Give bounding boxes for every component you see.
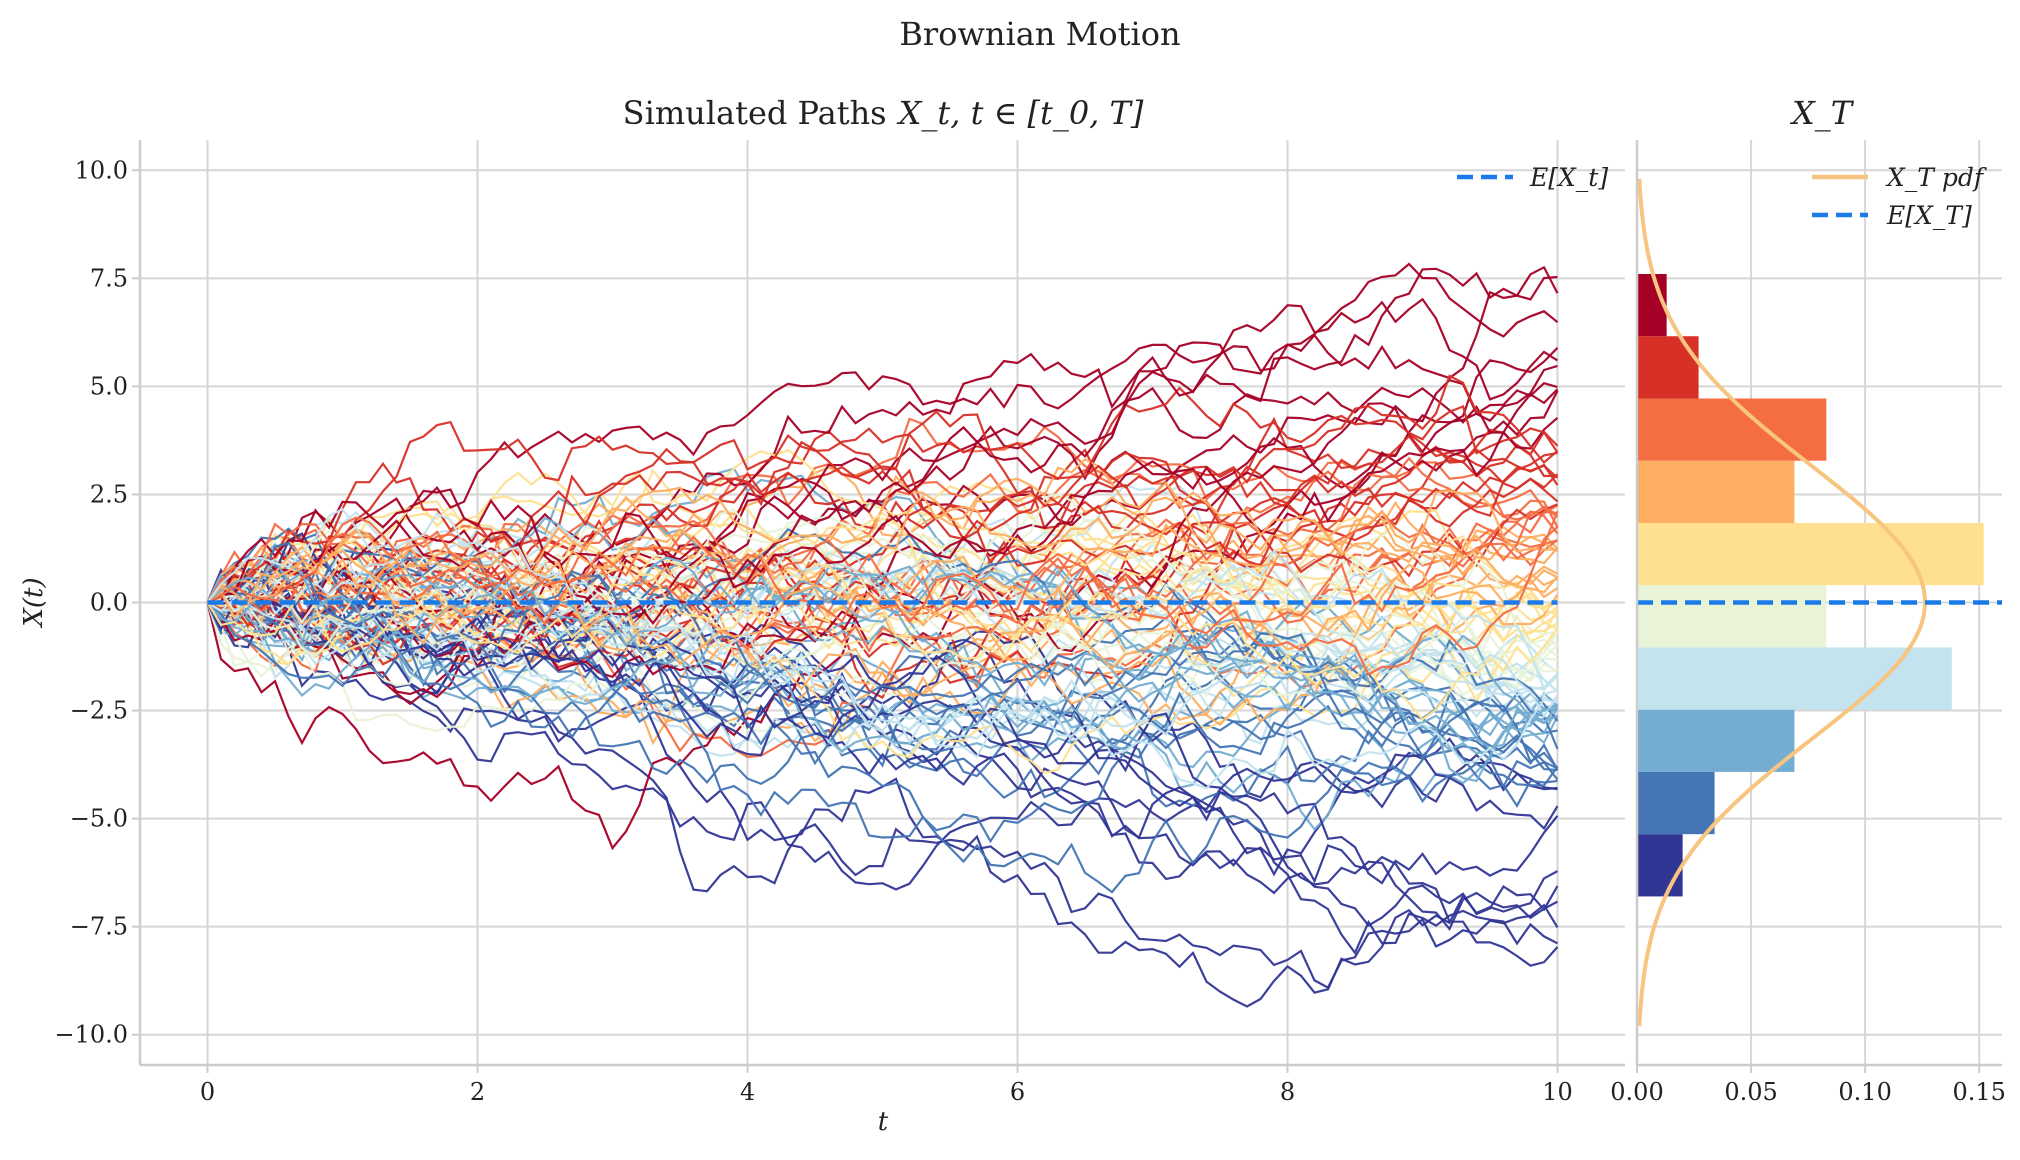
simulated-path xyxy=(206,381,1558,851)
terminal-legend-pdf-label: X_T pdf xyxy=(1885,163,1987,192)
histogram-bar xyxy=(1637,273,1667,337)
paths-y-tick-label: 0.0 xyxy=(90,589,128,617)
histogram-bar xyxy=(1637,585,1827,648)
paths-y-tick-label: −5.0 xyxy=(70,805,128,833)
simulated-path xyxy=(206,518,1559,666)
terminal-title: X_T xyxy=(1789,94,1855,132)
paths-series-group xyxy=(206,262,1559,1008)
simulated-path xyxy=(207,416,1559,673)
paths-x-tick-label: 2 xyxy=(470,1078,485,1106)
paths-y-tick-label: −7.5 xyxy=(70,913,128,941)
histogram-bar xyxy=(1637,834,1683,897)
paths-panel: Simulated Paths X_t, t ∈ [t_0, T] 0 2 4 6 8 10… xyxy=(19,94,1625,1137)
figure-title: Brownian Motion xyxy=(899,15,1180,53)
simulated-path xyxy=(206,486,1558,604)
simulated-path xyxy=(206,581,1558,753)
paths-x-tick-label: 0 xyxy=(200,1078,215,1106)
simulated-path xyxy=(206,265,1559,699)
histogram-bar xyxy=(1637,522,1984,586)
paths-x-tick-labels: 0 2 4 6 8 10 xyxy=(200,1078,1573,1106)
paths-spines xyxy=(138,140,1625,1067)
paths-x-axis-label: t xyxy=(878,1107,889,1137)
histogram-bar xyxy=(1637,771,1715,835)
histogram-bar xyxy=(1637,336,1699,399)
terminal-x-tick-label: 0.15 xyxy=(1952,1078,2005,1106)
simulated-path xyxy=(206,567,1559,955)
paths-legend: E[X_t] xyxy=(1457,163,1608,192)
simulated-path xyxy=(207,386,1559,628)
paths-x-tick-label: 10 xyxy=(1542,1078,1573,1106)
terminal-x-tick-label: 0.05 xyxy=(1724,1078,1777,1106)
paths-title-text: Simulated Paths xyxy=(623,94,887,132)
paths-y-axis-label: X(t) xyxy=(19,577,49,628)
paths-x-tick-label: 8 xyxy=(1280,1078,1295,1106)
simulated-path xyxy=(206,527,1558,844)
terminal-x-tick-label: 0.10 xyxy=(1838,1078,1891,1106)
simulated-path xyxy=(207,374,1559,604)
histogram-bar xyxy=(1637,647,1952,710)
simulated-path xyxy=(206,297,1559,604)
simulated-path xyxy=(207,468,1559,662)
paths-legend-label: E[X_t] xyxy=(1529,163,1608,192)
simulated-path xyxy=(207,267,1558,604)
simulated-path xyxy=(206,509,1558,679)
histogram-bar xyxy=(1637,460,1795,523)
simulated-path xyxy=(207,581,1559,786)
paths-y-tick-label: −2.5 xyxy=(70,697,128,725)
paths-y-tick-label: −10.0 xyxy=(54,1021,128,1049)
paths-y-tick-label: 2.5 xyxy=(90,480,128,508)
simulated-path xyxy=(206,601,1559,894)
simulated-path xyxy=(207,467,1559,745)
histogram-bar xyxy=(1637,398,1827,461)
terminal-histogram-bars xyxy=(1637,273,1984,897)
paths-y-tick-label: 10.0 xyxy=(75,156,128,184)
simulated-path xyxy=(206,570,1559,725)
simulated-path xyxy=(206,510,1559,654)
terminal-x-tick-labels: 0.00 0.05 0.10 0.15 xyxy=(1610,1078,2006,1106)
terminal-legend-mean-label: E[X_T] xyxy=(1886,201,1972,230)
simulated-path xyxy=(206,562,1559,990)
simulated-path xyxy=(206,541,1558,772)
paths-title-math: X_t, t ∈ [t_0, T] xyxy=(896,94,1144,132)
histogram-bar xyxy=(1637,709,1795,772)
terminal-spines xyxy=(1635,140,2002,1067)
simulated-path xyxy=(206,549,1559,691)
simulated-path xyxy=(206,507,1558,790)
paths-x-tick-label: 6 xyxy=(1010,1078,1025,1106)
paths-title: Simulated Paths X_t, t ∈ [t_0, T] xyxy=(623,94,1144,132)
paths-y-tick-label: 7.5 xyxy=(90,264,128,292)
paths-x-tick-label: 4 xyxy=(740,1078,755,1106)
simulated-path xyxy=(207,582,1559,759)
terminal-legend: X_T pdf E[X_T] xyxy=(1812,163,1987,230)
simulated-path xyxy=(206,508,1558,698)
paths-y-tick-label: 5.0 xyxy=(90,372,128,400)
simulated-path xyxy=(207,516,1559,677)
terminal-x-tick-label: 0.00 xyxy=(1610,1078,1663,1106)
simulated-path xyxy=(207,512,1559,666)
terminal-panel: X_T 0.00 0.05 0.10 0.15 X_T pdf E[X_T] xyxy=(1610,94,2006,1106)
paths-y-tick-labels: 10.0 7.5 5.0 2.5 0.0 −2.5 −5.0 −7.5 −10.0 xyxy=(54,156,128,1048)
